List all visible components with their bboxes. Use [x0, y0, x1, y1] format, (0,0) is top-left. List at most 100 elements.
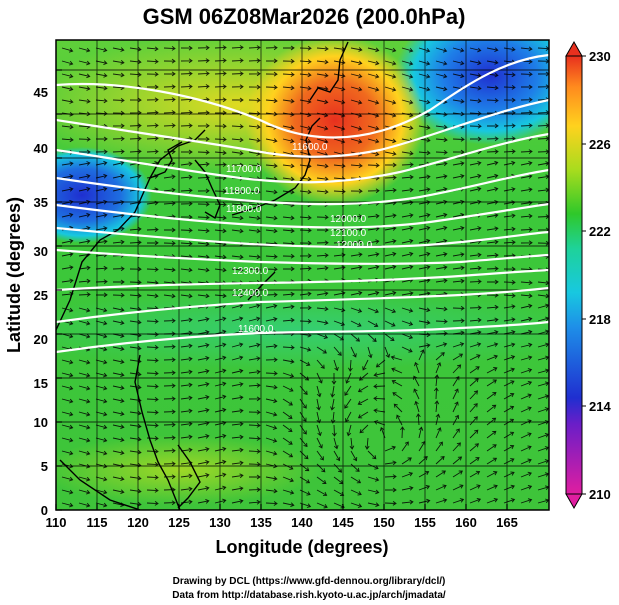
- wind-arrow: [197, 420, 210, 426]
- wind-arrow: [282, 85, 295, 91]
- wind-arrow: [197, 368, 210, 374]
- wind-arrow: [503, 355, 516, 361]
- wind-arrow: [248, 58, 261, 64]
- wind-arrow: [214, 228, 227, 234]
- wind-arrow: [486, 304, 499, 310]
- wind-arrow: [214, 355, 227, 361]
- wind-arrow: [248, 316, 261, 322]
- wind-arrow: [384, 320, 396, 327]
- wind-arrow: [231, 124, 244, 129]
- wind-arrow: [373, 383, 386, 389]
- wind-arrow: [248, 449, 261, 454]
- wind-arrow: [146, 410, 159, 415]
- wind-arrow: [146, 384, 159, 389]
- wind-arrow: [503, 471, 515, 478]
- wind-arrow: [248, 111, 261, 116]
- wind-arrow: [231, 84, 244, 90]
- wind-arrow: [537, 136, 549, 141]
- wind-arrow: [112, 463, 125, 469]
- wind-arrow: [265, 111, 278, 117]
- wind-arrow: [435, 498, 448, 504]
- contour-label: 12000.0: [330, 214, 367, 225]
- wind-arrow: [112, 398, 125, 404]
- wind-arrow: [129, 306, 142, 312]
- wind-arrow: [61, 99, 74, 104]
- wind-arrow: [146, 345, 159, 350]
- wind-arrow: [180, 228, 193, 233]
- wind-arrow: [146, 501, 159, 506]
- x-axis: 110 115 120 125 130 135 140 145 150 155 …: [46, 504, 518, 557]
- wind-arrow: [367, 99, 380, 105]
- wind-arrow: [78, 502, 91, 508]
- wind-arrow: [350, 239, 363, 245]
- contour-label: 12100.0: [330, 228, 367, 239]
- wind-arrow: [197, 498, 210, 504]
- x-tick-label: 145: [332, 515, 354, 530]
- wind-arrow: [180, 395, 193, 401]
- x-axis-title: Longitude (degrees): [215, 537, 388, 557]
- wind-arrow: [316, 189, 329, 195]
- wind-arrow: [452, 401, 459, 413]
- cold-core-northeast: [395, 40, 549, 145]
- wind-arrow: [299, 346, 312, 352]
- wind-arrow: [282, 45, 295, 51]
- wind-arrow: [435, 174, 448, 179]
- wind-arrow: [180, 408, 193, 414]
- wind-arrow: [61, 73, 74, 79]
- wind-arrow: [78, 489, 91, 495]
- wind-arrow: [401, 457, 412, 465]
- x-tick-label: 120: [127, 515, 149, 530]
- wind-arrow: [333, 125, 346, 131]
- wind-arrow: [486, 149, 499, 154]
- wind-arrow: [503, 304, 516, 309]
- wind-arrow: [78, 278, 91, 284]
- wind-arrow: [401, 60, 414, 66]
- wind-arrow: [163, 201, 176, 206]
- y-tick-label: 30: [34, 244, 48, 259]
- colorbar-tick-label: 218: [589, 312, 611, 327]
- wind-arrow: [146, 488, 159, 493]
- wind-arrow: [231, 316, 244, 322]
- wind-arrow: [469, 265, 482, 271]
- wind-arrow: [95, 476, 108, 482]
- wind-arrow: [350, 188, 363, 194]
- wind-arrow: [350, 125, 363, 131]
- wind-arrow: [112, 173, 125, 179]
- wind-arrow: [333, 320, 346, 327]
- wind-arrow: [433, 387, 439, 400]
- wind-arrow: [452, 60, 465, 66]
- wind-arrow: [520, 432, 532, 439]
- y-tick-label: 15: [34, 376, 48, 391]
- wind-arrow: [214, 485, 227, 491]
- wind-arrow: [129, 449, 142, 455]
- wind-arrow: [197, 446, 210, 452]
- wind-arrow: [61, 437, 74, 443]
- wind-arrow: [163, 383, 176, 389]
- wind-arrow: [469, 378, 479, 387]
- wind-arrow: [112, 489, 125, 495]
- wind-arrow: [367, 252, 380, 257]
- wind-arrow: [112, 59, 125, 65]
- wind-arrow: [299, 372, 310, 381]
- wind-arrow: [282, 228, 295, 234]
- wind-arrow: [486, 266, 499, 271]
- wind-arrow: [146, 110, 159, 115]
- wind-arrow: [248, 97, 261, 103]
- wind-arrow: [350, 450, 358, 462]
- wind-arrow: [333, 86, 346, 92]
- wind-arrow: [401, 150, 414, 156]
- wind-arrow: [197, 472, 210, 478]
- wind-arrow: [344, 398, 352, 409]
- wind-arrow: [78, 173, 91, 179]
- wind-arrow: [384, 333, 395, 341]
- wind-arrow: [367, 489, 380, 495]
- wind-arrow: [401, 213, 414, 218]
- wind-arrow: [95, 463, 108, 469]
- wind-arrow: [350, 346, 357, 358]
- wind-arrow: [520, 123, 533, 128]
- wind-arrow: [163, 318, 176, 324]
- wind-arrow: [469, 317, 482, 323]
- wind-arrow: [231, 254, 244, 260]
- wind-arrow: [61, 450, 74, 456]
- wind-arrow: [401, 264, 414, 270]
